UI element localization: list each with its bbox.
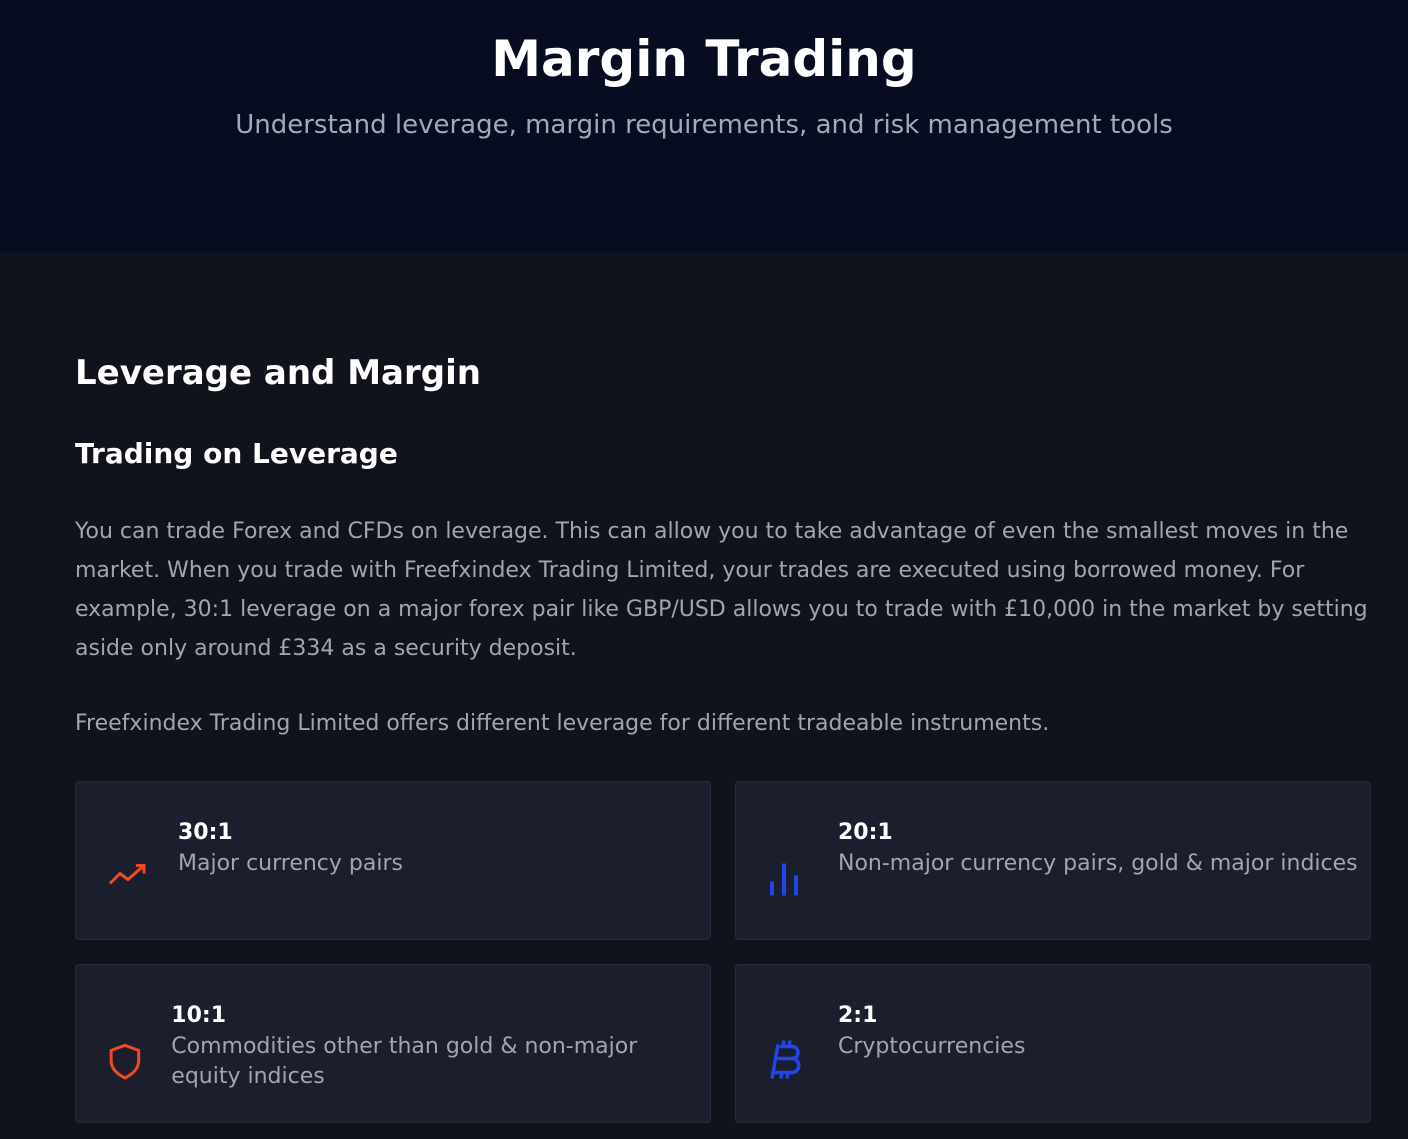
icon xyxy=(770,1040,801,1079)
paragraph: You can trade Forex and CFDs on leverage… xyxy=(75,519,1368,661)
icon xyxy=(108,864,146,885)
icon xyxy=(770,863,798,896)
card: 20:1 Non-major currency pairs, gold & maj… xyxy=(735,781,1371,940)
cards: 30:1 Major currency pairs 20:1 Non-major c… xyxy=(75,781,1371,1123)
icon xyxy=(109,1043,141,1080)
heading: Leverage and Margin xyxy=(75,353,481,393)
card: 30:1 Major currency pairs xyxy=(75,781,711,940)
label: Non-major currency pairs, gold & major i… xyxy=(838,851,1358,876)
label: Cryptocurrencies xyxy=(838,1034,1026,1059)
ratio: 2:1 xyxy=(838,1003,878,1028)
ratio: 10:1 xyxy=(171,1003,227,1028)
ratio: 30:1 xyxy=(178,820,233,845)
label: Commodities other than gold & non-major … xyxy=(171,1034,638,1089)
paragraph: Freefxindex Trading Limited offers diffe… xyxy=(75,711,1050,736)
card: 10:1 Commodities other than gold & non-ma… xyxy=(75,964,711,1123)
section: Leverage and Margin Trading on Leverage … xyxy=(0,353,1408,1123)
ratio: 20:1 xyxy=(838,820,893,845)
header: Margin Trading Understand leverage, marg… xyxy=(0,0,1408,253)
title: Margin Trading xyxy=(491,30,917,88)
label: Major currency pairs xyxy=(178,851,403,876)
card: 2:1 Cryptocurrencies xyxy=(735,964,1371,1123)
subheading: Trading on Leverage xyxy=(75,437,398,470)
subtitle: Understand leverage, margin requirements… xyxy=(235,110,1173,140)
